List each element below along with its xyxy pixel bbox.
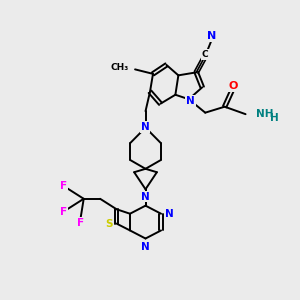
Text: CH₃: CH₃: [111, 63, 129, 72]
Text: F: F: [60, 207, 67, 217]
Text: N: N: [141, 242, 150, 252]
Text: N: N: [141, 192, 150, 202]
Text: N: N: [207, 31, 216, 40]
Text: N: N: [165, 209, 173, 219]
Text: NH: NH: [256, 109, 274, 119]
Text: S: S: [105, 219, 112, 229]
Text: F: F: [77, 218, 84, 228]
Text: C: C: [202, 50, 208, 59]
Text: F: F: [60, 181, 67, 191]
Text: N: N: [140, 122, 149, 132]
Text: O: O: [229, 81, 238, 91]
Text: H: H: [270, 113, 279, 123]
Text: N: N: [186, 96, 195, 106]
